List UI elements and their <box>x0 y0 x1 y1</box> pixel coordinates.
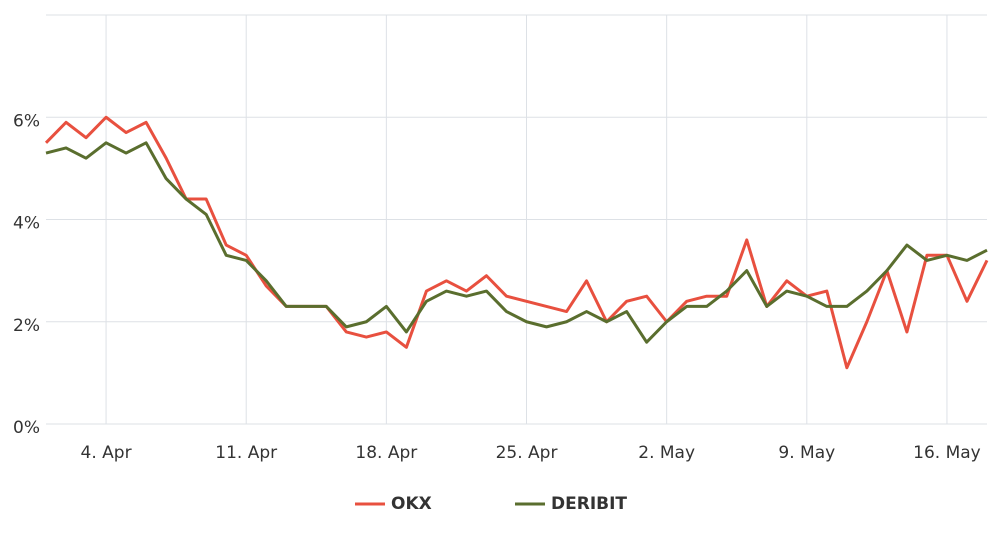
x-tick-label: 25. Apr <box>496 443 558 463</box>
x-tick-label: 2. May <box>638 443 695 463</box>
x-tick-label: 9. May <box>778 443 835 463</box>
y-tick-label: 6% <box>13 111 40 131</box>
legend-label: OKX <box>391 494 432 514</box>
x-tick-label: 16. May <box>913 443 981 463</box>
y-tick-label: 4% <box>13 214 40 234</box>
y-tick-label: 2% <box>13 316 40 336</box>
y-tick-label: 0% <box>13 418 40 438</box>
series-line <box>45 141 988 344</box>
legend-label: DERIBIT <box>551 494 627 514</box>
x-tick-label: 18. Apr <box>355 443 417 463</box>
x-tick-label: 11. Apr <box>215 443 277 463</box>
series-line <box>44 115 989 370</box>
x-tick-label: 4. Apr <box>81 443 132 463</box>
